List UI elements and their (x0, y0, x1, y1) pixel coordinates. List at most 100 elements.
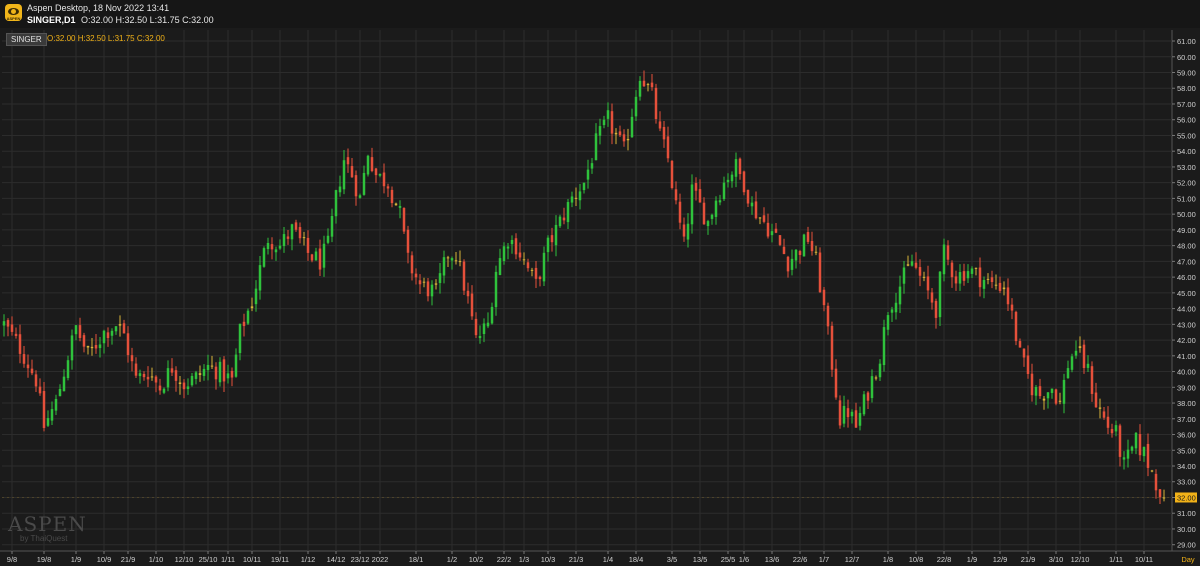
candle-body (10, 324, 14, 332)
candle-body (190, 375, 194, 386)
candle-body (1042, 398, 1046, 401)
candle-body (710, 214, 714, 219)
x-tick-label: 1/11 (1109, 555, 1123, 564)
candle-body (766, 222, 770, 237)
candle-body (686, 223, 690, 240)
x-tick-label: 3/5 (667, 555, 677, 564)
candle-body (354, 175, 358, 197)
candle-body (870, 376, 874, 399)
candle-body (678, 201, 682, 223)
candle-body (26, 364, 30, 369)
x-tick-label: 10/3 (541, 555, 556, 564)
candle-body (790, 258, 794, 270)
candle-body (326, 235, 330, 243)
candle-body (598, 126, 602, 136)
candle-body (18, 334, 22, 354)
candle-body (614, 132, 618, 135)
x-tick-label: 1/9 (967, 555, 977, 564)
candle-body (178, 382, 182, 385)
y-tick-label: 59.00 (1177, 68, 1196, 77)
candle-body (978, 267, 982, 288)
candle-body (482, 323, 486, 335)
timeframe-label: Day (1181, 555, 1195, 564)
candle-body (1082, 344, 1086, 368)
candle-body (1002, 287, 1006, 290)
candle-body (62, 376, 66, 392)
symbol-ohlc-header: SINGER,D1 O:32.00 H:32.50 L:31.75 C:32.0… (27, 15, 214, 25)
candle-body (690, 184, 694, 225)
candle-body (102, 330, 106, 344)
y-tick-label: 34.00 (1177, 462, 1196, 471)
candle-body (214, 366, 218, 380)
candle-body (826, 305, 830, 327)
price-axis[interactable]: 29.00 30.00 31.00 32.00 33.00 34.00 35.00 36.00… (1172, 37, 1197, 550)
y-tick-label: 33.00 (1177, 478, 1196, 487)
y-tick-label: 38.00 (1177, 399, 1196, 408)
candle-body (994, 284, 998, 286)
x-tick-label: 12/10 (175, 555, 194, 564)
candle-body (322, 243, 326, 268)
candle-body (86, 345, 90, 348)
time-axis[interactable]: 9/8 19/8 1/9 10/9 21/9 1/10 12/10 25/10 1/11 10/1… (7, 551, 1195, 564)
y-tick-label: 52.00 (1177, 179, 1196, 188)
candle-body (874, 377, 878, 379)
candle-body (150, 376, 154, 378)
candle-body (262, 248, 266, 267)
candle-body (1038, 386, 1042, 397)
candle-body (314, 251, 318, 261)
y-tick-label: 47.00 (1177, 257, 1196, 266)
x-tick-label: 22/8 (937, 555, 952, 564)
candle-body (850, 411, 854, 417)
y-tick-label: 58.00 (1177, 84, 1196, 93)
candle-body (882, 327, 886, 366)
candle-body (242, 321, 246, 327)
candle-body (894, 302, 898, 313)
x-tick-label: 23/12 (351, 555, 370, 564)
candle-body (538, 276, 542, 280)
candle-body (1066, 368, 1070, 379)
candle-body (950, 262, 954, 278)
candle-body (966, 271, 970, 279)
candle-body (822, 289, 826, 306)
series-symbol-tag[interactable]: SINGER (6, 33, 47, 46)
candle-body (446, 257, 450, 259)
candle-body (14, 333, 18, 337)
candle-body (518, 252, 522, 258)
candle-body (206, 364, 210, 371)
candle-body (1142, 446, 1146, 457)
candle-body (1006, 287, 1010, 305)
x-tick-label: 10/9 (97, 555, 112, 564)
candle-body (106, 332, 110, 339)
candle-body (1150, 470, 1154, 472)
candle-body (334, 190, 338, 217)
x-tick-label: 1/12 (301, 555, 316, 564)
candle-body (58, 388, 62, 397)
candle-body (638, 80, 642, 97)
candle-body (646, 84, 650, 86)
aspen-logo-icon[interactable]: ASPEN (5, 4, 22, 21)
candle-body (546, 237, 550, 253)
candle-body (946, 245, 950, 260)
candle-body (754, 201, 758, 219)
candle-body (6, 320, 10, 327)
candle-body (986, 278, 990, 280)
y-tick-label: 49.00 (1177, 226, 1196, 235)
x-tick-label: 1/6 (739, 555, 749, 564)
x-tick-label: 1/7 (819, 555, 829, 564)
candle-body (454, 260, 458, 262)
y-tick-label: 50.00 (1177, 210, 1196, 219)
candle-body (186, 386, 190, 390)
candle-body (294, 222, 298, 230)
y-tick-label: 36.00 (1177, 431, 1196, 440)
candle-body (202, 368, 206, 376)
candle-body (398, 205, 402, 208)
candle-body (114, 326, 118, 332)
candle-body (1126, 449, 1130, 459)
candle-body (934, 300, 938, 318)
candle-body (230, 370, 234, 378)
x-tick-label: 1/8 (883, 555, 893, 564)
candle-body (414, 273, 418, 278)
candle-body (1074, 350, 1078, 356)
candle-body (238, 323, 242, 354)
